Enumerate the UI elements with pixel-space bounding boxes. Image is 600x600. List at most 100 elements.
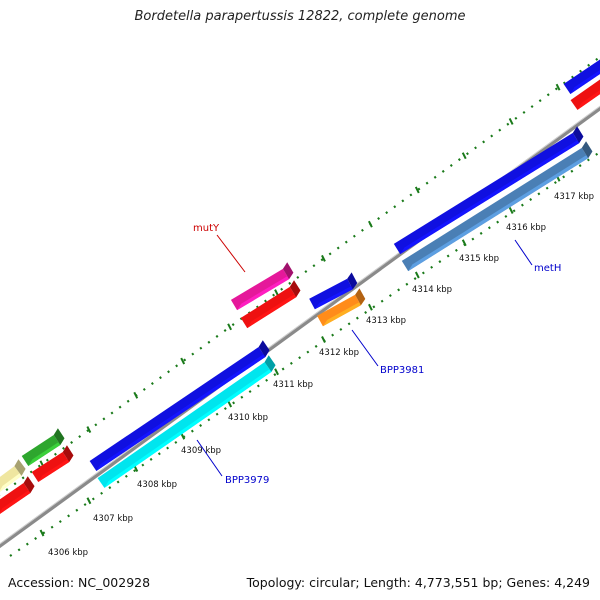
gene-bar-bpp3981-face [317, 294, 361, 327]
gene-bar-muty [230, 262, 294, 311]
gene-bar-red-1-cap [289, 280, 301, 298]
gene-bar-meth-top [408, 151, 593, 272]
gene-bar-red-1 [240, 280, 301, 329]
outer-track-tick [180, 357, 186, 365]
gene-bar-bpp3979 [97, 355, 276, 488]
outer-track-tick [414, 186, 420, 194]
bpp3981-leader [351, 329, 379, 367]
tick-label: 4317 kbp [554, 192, 594, 202]
gene-bar-meth-cap [581, 141, 593, 159]
gene-bar-blue-1 [89, 340, 270, 471]
gene-bar-green-face [21, 434, 61, 467]
inner-track-tick [274, 368, 279, 376]
inner-track-tick [180, 432, 186, 440]
gene-bar-bpp3979-top [104, 365, 276, 488]
gene-bar-meth [401, 141, 593, 272]
tick-label: 4313 kbp [366, 316, 406, 326]
tick-label: 4309 kbp [181, 446, 221, 456]
gene-bar-red-3-face [570, 79, 600, 110]
gene-bar-blue-1-cap [258, 340, 270, 357]
gene-bar-red-3 [570, 79, 600, 110]
inner-track-tick [39, 529, 45, 537]
outer-track-tick [86, 426, 92, 433]
tick-label: 4311 kbp [273, 380, 313, 390]
gene-bar-bpp3981-blue-face [309, 278, 353, 310]
gene-label-meth: metH [534, 263, 561, 274]
gene-bar-red-1-top [247, 290, 301, 329]
map-title: Bordetella parapertussis 12822, complete… [134, 9, 466, 24]
gene-bar-red-3-top [577, 90, 600, 110]
tick-label: 4312 kbp [319, 348, 359, 358]
gene-bar-green-top [28, 438, 65, 467]
inner-track-tick [461, 239, 467, 247]
gene-bar-bpp3981-blue [309, 272, 358, 310]
genome-backbone-highlight [0, 105, 600, 545]
tick-label: 4307 kbp [93, 514, 133, 524]
outer-track-tick [227, 323, 233, 331]
outer-track-tick [555, 83, 561, 91]
gene-bar-meth-face [401, 147, 589, 272]
gene-bar-bpp3981-blue-top [314, 282, 358, 310]
gene-bar-green [21, 428, 65, 467]
gene-bar-blue-2 [393, 126, 584, 255]
outer-track-tick [274, 289, 279, 297]
gene-bar-muty-face [230, 268, 290, 311]
gene-label-muty: mutY [193, 223, 220, 234]
gene-bar-red-4-top [0, 486, 35, 514]
tick-label: 4314 kbp [412, 285, 452, 295]
gene-bar-blue-3-face [563, 59, 600, 94]
tick-label: 4316 kbp [506, 223, 546, 233]
gene-bar-red-2-cap [62, 445, 74, 463]
gene-bar-khaki-top [0, 468, 26, 492]
bpp3979-leader [196, 439, 223, 477]
gene-bar-blue-3-top [570, 69, 600, 94]
outer-track-tick [133, 391, 139, 399]
tick-label: 4315 kbp [459, 254, 499, 264]
inner-track-tick [321, 336, 326, 343]
inner-track-tick [508, 207, 514, 214]
gene-bar-bpp3981 [317, 288, 366, 327]
meth-leader [514, 239, 533, 266]
gene-bar-red-2 [31, 445, 74, 483]
gene-label-bpp3981: BPP3981 [380, 365, 424, 376]
outer-track-tick [461, 152, 467, 160]
gene-bar-muty-cap [282, 262, 294, 280]
gene-bar-bpp3979-face [97, 362, 272, 488]
tick-label: 4310 kbp [228, 413, 268, 423]
inner-track-tick [414, 271, 420, 279]
accession-text: Accession: NC_002928 [8, 575, 151, 590]
gene-bar-red-1-face [240, 286, 297, 329]
gene-bar-muty-top [237, 272, 294, 311]
gene-bar-bpp3979-cap [264, 355, 276, 372]
inner-track-tick [86, 497, 92, 505]
gene-bar-green-cap [53, 428, 65, 446]
genome-summary-text: Topology: circular; Length: 4,773,551 bp… [246, 575, 590, 590]
tick-label: 4306 kbp [48, 548, 88, 558]
gene-features [0, 59, 600, 514]
gene-bar-red-2-face [31, 451, 70, 483]
gene-label-bpp3979: BPP3979 [225, 475, 269, 486]
gene-bar-blue-2-top [400, 136, 584, 255]
gene-bar-blue-2-cap [572, 126, 584, 144]
gene-bar-bpp3981-top [322, 298, 366, 327]
tick-label: 4308 kbp [137, 480, 177, 490]
gene-bar-blue-2-face [393, 132, 580, 255]
outer-track-tick [508, 118, 514, 125]
gene-bar-bpp3981-blue-cap [347, 272, 358, 290]
genome-backbone [0, 105, 600, 549]
gene-bar-khaki-cap [14, 459, 26, 476]
gene-bar-red-4-cap [23, 476, 35, 493]
major-ticks [39, 83, 561, 537]
outer-track-tick [367, 220, 373, 228]
gene-bar-blue-1-face [89, 347, 266, 471]
gene-bar-khaki [0, 459, 26, 492]
gene-bar-bpp3981-cap [355, 288, 366, 306]
gene-bar-blue-3 [563, 59, 600, 94]
gene-bar-red-4 [0, 476, 35, 514]
gene-bar-red-2-top [38, 455, 74, 483]
outer-dotted-track [0, 56, 600, 497]
muty-leader [216, 234, 246, 273]
inner-track-tick [368, 303, 373, 311]
outer-track-tick [321, 254, 326, 262]
